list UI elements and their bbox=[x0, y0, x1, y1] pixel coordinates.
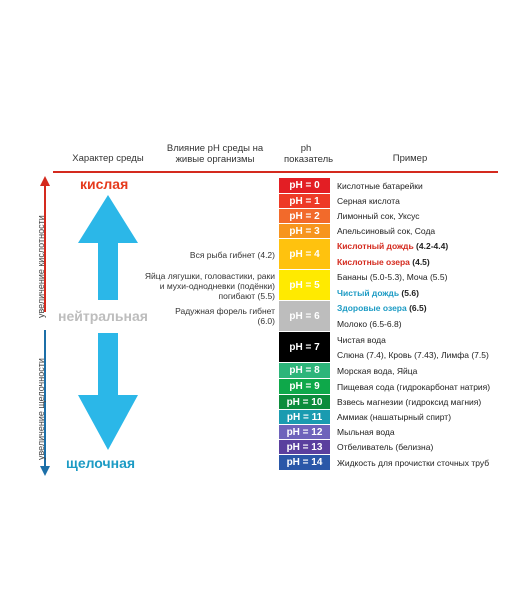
influence-trout: Радужная форель гибнет (6.0) bbox=[175, 306, 275, 326]
header-influence: Влияние pH среды на живые организмы bbox=[160, 143, 270, 165]
example-8: Здоровые озера (6.5) bbox=[337, 303, 427, 313]
ph-cell-4: pH = 4 bbox=[279, 239, 330, 270]
influence-frogs: Яйца лягушки, головастики, раки и мухи-о… bbox=[144, 271, 275, 301]
example-14: Взвесь магнезии (гидроксид магния) bbox=[337, 397, 482, 407]
example-13: Пищевая сода (гидрокарбонат натрия) bbox=[337, 382, 491, 392]
ph-label: pH = 7 bbox=[289, 341, 320, 353]
example-3: Апельсиновый сок, Сода bbox=[337, 226, 436, 236]
acid-axis-arrowhead bbox=[40, 176, 50, 186]
ph-label: pH = 5 bbox=[289, 279, 320, 291]
alkali-axis-label: увеличение щелочности bbox=[36, 358, 46, 460]
example-15: Аммиак (нашатырный спирт) bbox=[337, 412, 452, 422]
example-17: Отбеливатель (белизна) bbox=[337, 442, 434, 452]
example-1: Серная кислота bbox=[337, 196, 400, 206]
ph-label: pH = 2 bbox=[289, 210, 320, 222]
ph-cell-1: pH = 1 bbox=[279, 194, 330, 209]
ph-cell-0: pH = 0 bbox=[279, 178, 330, 194]
acid-axis-label: увеличение кислотности bbox=[36, 215, 46, 318]
alkali-axis-line bbox=[44, 330, 46, 470]
header-environment: Характер среды bbox=[72, 153, 144, 164]
alkali-word: щелочная bbox=[66, 455, 136, 471]
header-divider bbox=[53, 171, 498, 173]
ph-cell-6: pH = 6 bbox=[279, 301, 330, 332]
ph-cell-3: pH = 3 bbox=[279, 224, 330, 239]
example-9: Молоко (6.5-6.8) bbox=[337, 319, 402, 329]
ph-label: pH = 13 bbox=[286, 441, 323, 453]
ph-label: pH = 12 bbox=[286, 426, 323, 438]
ph-cell-2: pH = 2 bbox=[279, 209, 330, 224]
header-example: Пример bbox=[392, 153, 428, 164]
example-10: Чистая вода bbox=[337, 335, 386, 345]
example-12: Морская вода, Яйца bbox=[337, 366, 418, 376]
influence-fish: Вся рыба гибнет (4.2) bbox=[189, 250, 275, 260]
ph-label: pH = 4 bbox=[289, 248, 320, 260]
ph-label: pH = 3 bbox=[289, 225, 320, 237]
header-influence-text: Влияние pH среды на живые организмы bbox=[166, 143, 264, 165]
header-ph: ph показатель bbox=[284, 143, 334, 165]
ph-cell-8: pH = 8 bbox=[279, 363, 330, 379]
example-4: Кислотный дождь (4.2-4.4) bbox=[337, 241, 449, 251]
example-2: Лимонный сок, Уксус bbox=[337, 211, 420, 221]
ph-label: pH = 6 bbox=[289, 310, 320, 322]
acid-up-arrow-icon bbox=[78, 195, 138, 300]
example-11: Слюна (7.4), Кровь (7.43), Лимфа (7.5) bbox=[337, 350, 489, 360]
acid-word: кислая bbox=[80, 176, 129, 192]
example-16: Мыльная вода bbox=[337, 427, 395, 437]
neutral-word: нейтральная bbox=[58, 308, 148, 324]
example-7: Чистый дождь (5.6) bbox=[337, 288, 419, 298]
example-5: Кислотные озера (4.5) bbox=[337, 257, 430, 267]
ph-cell-7: pH = 7 bbox=[279, 332, 330, 363]
example-6: Бананы (5.0-5.3), Моча (5.5) bbox=[337, 272, 448, 282]
alkali-down-arrow-icon bbox=[78, 333, 138, 450]
ph-label: pH = 10 bbox=[286, 396, 323, 408]
ph-label: pH = 9 bbox=[289, 381, 320, 392]
ph-cell-10: pH = 10 bbox=[279, 395, 330, 410]
ph-cell-11: pH = 11 bbox=[279, 410, 330, 425]
alkali-axis-arrowhead bbox=[40, 466, 50, 476]
ph-cell-9: pH = 9 bbox=[279, 379, 330, 395]
acid-axis-line bbox=[44, 184, 46, 312]
example-18: Жидкость для прочистки сточных труб bbox=[337, 458, 490, 468]
ph-cell-5: pH = 5 bbox=[279, 270, 330, 301]
ph-label: pH = 1 bbox=[289, 195, 320, 207]
ph-cell-13: pH = 13 bbox=[279, 440, 330, 455]
ph-label: pH = 14 bbox=[286, 457, 323, 468]
ph-label: pH = 0 bbox=[289, 180, 320, 191]
example-0: Кислотные батарейки bbox=[337, 181, 423, 191]
ph-label: pH = 11 bbox=[286, 411, 323, 423]
ph-cell-14: pH = 14 bbox=[279, 455, 330, 471]
ph-cell-12: pH = 12 bbox=[279, 425, 330, 440]
ph-label: pH = 8 bbox=[289, 365, 320, 376]
